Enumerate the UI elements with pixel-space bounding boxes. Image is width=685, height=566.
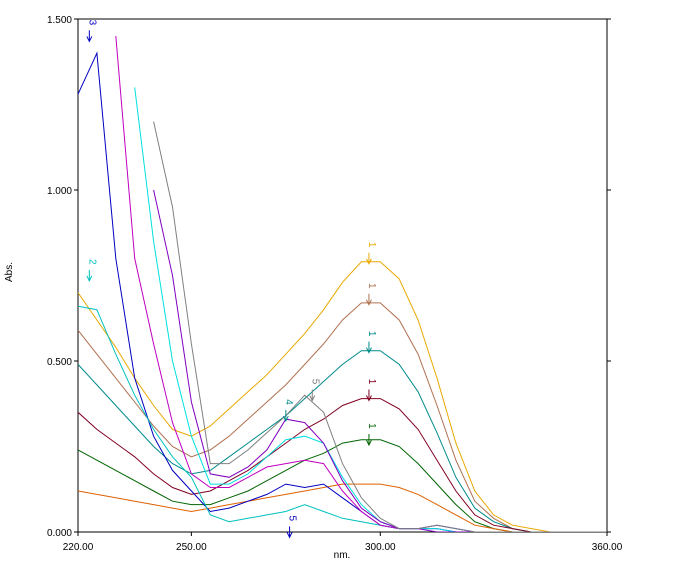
y-axis-label: Abs.: [4, 262, 15, 282]
peak-label: 1: [366, 379, 377, 385]
peak-arrow: [366, 389, 372, 402]
peak-arrow: [366, 252, 372, 265]
x-tick-label: 300.00: [365, 542, 396, 553]
peak-arrow: [86, 269, 93, 282]
peak-arrow: [286, 526, 293, 539]
x-tick-label: 250.00: [176, 542, 207, 553]
peak-label: 5: [309, 379, 320, 385]
x-tick-label: 220.00: [63, 542, 94, 553]
peak-label: 1: [366, 283, 377, 289]
peak-label: 2: [86, 259, 97, 265]
peak-arrow: [366, 433, 372, 447]
y-tick-label: 0.500: [47, 357, 72, 368]
peak-arrow: [366, 293, 372, 306]
peak-label: 4: [283, 399, 294, 405]
spectrum-line: [115, 36, 607, 532]
y-tick-label: 0.000: [47, 528, 72, 539]
spectrum-line: [153, 121, 607, 532]
peak-arrow: [366, 341, 372, 354]
spectrum-line: [134, 87, 607, 532]
peak-label: 5: [287, 516, 298, 522]
spectrum-line: [78, 261, 607, 532]
spectrum-line: [78, 398, 607, 532]
y-tick-label: 1.000: [47, 186, 72, 197]
spectrum-line: [78, 483, 607, 532]
spectrum-line: [78, 51, 607, 532]
plot-area: [78, 36, 607, 532]
x-tick-label: 360.00: [592, 542, 623, 553]
plot-frame: [77, 18, 608, 533]
peak-label: 1: [366, 242, 377, 248]
x-axis-label: nm.: [334, 550, 351, 561]
spectrum-line: [153, 189, 607, 532]
peak-label: 3: [86, 20, 97, 26]
peak-arrow: [282, 410, 289, 423]
peak-label: 1: [366, 331, 377, 337]
peak-label: 1: [366, 423, 377, 429]
peak-arrow: [309, 389, 316, 402]
peak-arrow: [86, 30, 93, 43]
spectrum-line: [78, 439, 607, 532]
y-tick-label: 1.500: [47, 15, 72, 26]
spectrum-line: [78, 305, 607, 532]
